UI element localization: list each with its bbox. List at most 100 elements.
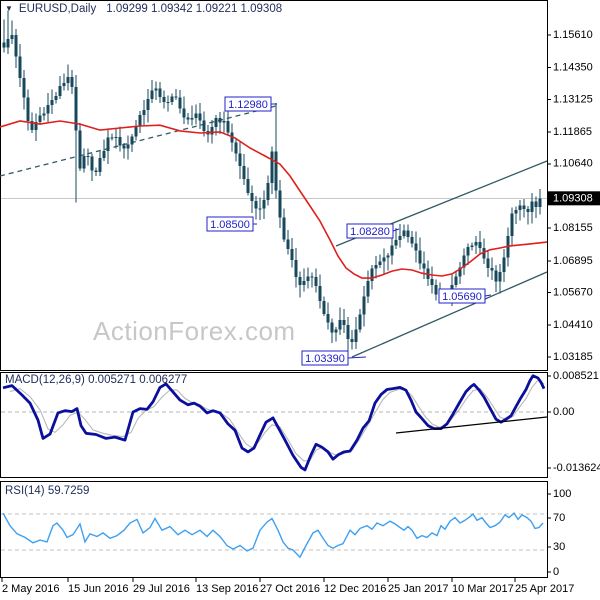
candle-body <box>418 250 422 264</box>
candle-body <box>82 156 86 169</box>
candle-body <box>114 137 118 139</box>
macd-support-trendline[interactable] <box>395 416 548 434</box>
candle-body <box>498 272 502 282</box>
rsi-axis-label: 100 <box>553 488 571 500</box>
candle-body <box>374 265 378 269</box>
candle-body <box>138 115 142 127</box>
candle-body <box>50 100 54 105</box>
candle-body <box>530 201 534 213</box>
candle-body <box>42 113 46 116</box>
price-object-label-box[interactable] <box>206 216 254 232</box>
candle-body <box>522 205 526 209</box>
price-object-label-text: 1.08280 <box>350 226 390 238</box>
candle-body <box>350 339 354 343</box>
x-axis-date-label: 2 May 2016 <box>2 583 59 595</box>
candle-body <box>134 126 138 137</box>
candle-body <box>198 113 202 121</box>
candle-body <box>150 90 154 100</box>
candle-body <box>46 104 50 114</box>
candle-body <box>262 199 266 209</box>
candle-body <box>26 97 30 121</box>
price-object-label-text: 1.05690 <box>442 291 482 303</box>
price-object-label-text: 1.08500 <box>210 219 250 231</box>
candle-body <box>38 115 42 122</box>
candle-body <box>58 86 62 97</box>
candle-body <box>306 276 310 281</box>
candle-body <box>22 78 26 98</box>
candle-body <box>470 245 474 247</box>
macd-axis-label: 0.008521 <box>553 370 599 382</box>
candle-body <box>246 179 250 193</box>
price-object-label-box[interactable] <box>301 350 349 366</box>
candle-body <box>166 102 170 104</box>
candle-body <box>366 281 370 297</box>
candle-body <box>370 268 374 282</box>
price-object-label-box[interactable] <box>224 96 272 112</box>
candle-body <box>462 255 466 268</box>
y-axis-tick-label: 1.08155 <box>553 222 593 234</box>
candle-body <box>222 120 226 123</box>
candle-body <box>458 267 462 277</box>
candle-body <box>242 165 246 180</box>
candle-body <box>210 126 214 135</box>
candle-body <box>538 198 542 207</box>
candle-body <box>322 301 326 314</box>
candle-body <box>190 118 194 120</box>
chart-header: ▼ EURUSD,Daily 1.09299 1.09342 1.09221 1.0… <box>5 3 292 15</box>
candle-body <box>406 230 410 237</box>
dashed-resistance-line[interactable] <box>0 105 277 177</box>
x-axis-date-label: 29 Jul 2016 <box>133 583 190 595</box>
candle-body <box>274 151 278 191</box>
price-object-label-text: 1.12980 <box>228 99 268 111</box>
candle-body <box>278 190 282 218</box>
candle-body <box>34 121 38 130</box>
candle-body <box>126 144 130 149</box>
candle-body <box>514 210 518 214</box>
moving-average-line[interactable] <box>0 120 548 279</box>
candle-body <box>146 99 150 111</box>
candle-body <box>454 276 458 286</box>
candle-body <box>258 208 262 210</box>
x-axis-date-label: 25 Jan 2017 <box>388 583 449 595</box>
rsi-axis-label: 0 <box>553 566 559 578</box>
y-axis-tick-label: 1.10640 <box>553 158 593 170</box>
macd-signal-line <box>9 379 545 462</box>
x-axis-date-label: 27 Oct 2016 <box>260 583 320 595</box>
candle-body <box>162 97 166 103</box>
ohlc-readout: 1.09299 1.09342 1.09221 1.09308 <box>106 3 283 15</box>
x-axis-date-label: 10 Mar 2017 <box>452 583 514 595</box>
candle-body <box>54 96 58 101</box>
candle-body <box>358 314 362 330</box>
price-object-label-box[interactable] <box>438 288 486 304</box>
price-label-leader <box>347 356 367 359</box>
candle-body <box>422 263 426 269</box>
candle-body <box>294 260 298 277</box>
rsi-panel-border <box>0 481 548 578</box>
main-panel-border <box>0 0 548 371</box>
y-axis-tick-label: 1.05670 <box>553 287 593 299</box>
candle-body <box>354 329 358 343</box>
candle-body <box>218 118 222 123</box>
candle-body <box>282 217 286 240</box>
candle-body <box>434 285 438 295</box>
candle-body <box>90 156 94 171</box>
candle-body <box>14 34 18 57</box>
channel-lower-line[interactable] <box>351 271 548 358</box>
candle-body <box>86 156 90 158</box>
candle-body <box>238 153 242 166</box>
candle-body <box>318 286 322 302</box>
candle-body <box>478 241 482 248</box>
candle-body <box>486 258 490 269</box>
candle-body <box>342 319 346 325</box>
candle-body <box>226 120 230 133</box>
macd-indicator-label: MACD(12,26,9) 0.005271 0.006277 <box>5 374 188 386</box>
y-axis-tick-label: 1.14350 <box>553 62 593 74</box>
symbol-dropdown-icon[interactable]: ▼ <box>5 4 13 13</box>
candle-body <box>154 88 158 91</box>
candle-body <box>234 142 238 154</box>
price-object-label-box[interactable] <box>346 223 394 239</box>
candle-body <box>194 113 198 119</box>
rsi-axis-label: 30 <box>553 541 565 553</box>
